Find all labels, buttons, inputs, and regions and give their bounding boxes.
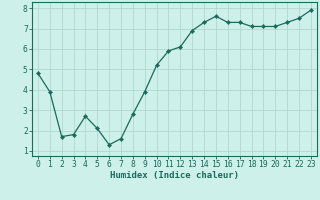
X-axis label: Humidex (Indice chaleur): Humidex (Indice chaleur) [110,171,239,180]
